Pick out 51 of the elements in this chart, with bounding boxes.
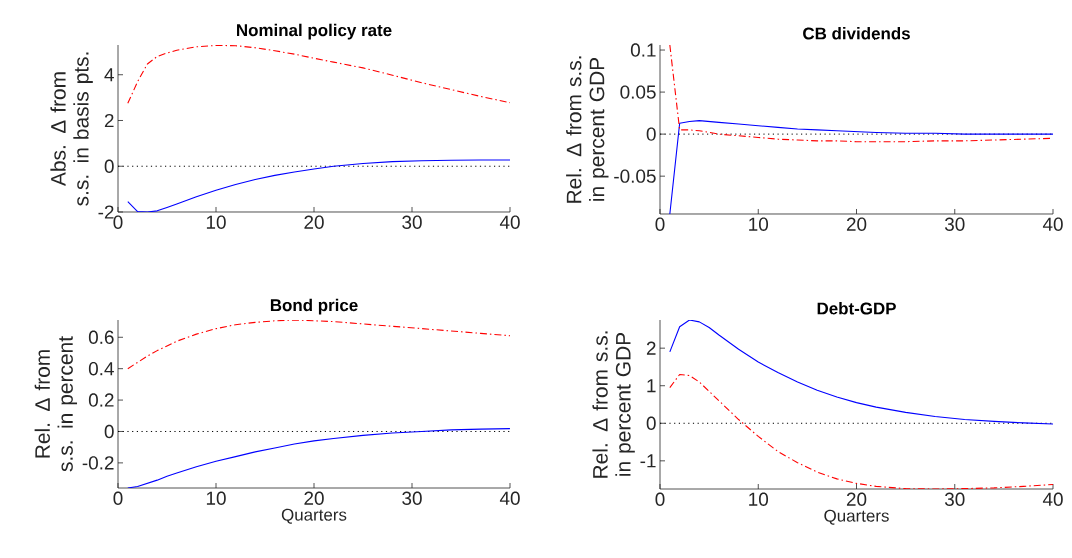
y-tick-label: -0.05: [614, 169, 656, 183]
x-tick-label: 40: [1042, 492, 1063, 506]
x-tick-label: 30: [402, 491, 422, 505]
y-tick-label: 0.2: [88, 393, 114, 407]
y-axis-title: Abs. Δ from s.s. in basis pts.: [50, 52, 93, 206]
chart-title: Debt-GDP: [817, 302, 896, 315]
x-axis-title: Quarters: [281, 508, 347, 524]
chart-title: Bond price: [270, 298, 358, 315]
x-tick-label: 40: [499, 215, 520, 229]
line-series: [127, 159, 510, 212]
y-axis-title: Rel. Δ from s.s. in percent GDP: [566, 56, 609, 203]
x-tick-label: 20: [846, 492, 867, 506]
x-axis-title: Quarters: [824, 509, 889, 525]
chart-title: Nominal policy rate: [237, 23, 392, 40]
y-tick-label: -2: [98, 205, 114, 219]
y-axis-title: Rel. Δ from s.s. in percent GDP: [592, 331, 635, 478]
x-tick-label: 20: [304, 491, 324, 505]
y-tick-label: -0.2: [82, 456, 114, 470]
x-tick-label: 20: [846, 217, 867, 231]
x-tick-label: 30: [944, 492, 965, 506]
y-tick-label: 0.4: [88, 361, 114, 376]
y-axis-title: Rel. Δ from s.s. in percent: [34, 336, 78, 472]
line-series: [127, 45, 510, 104]
y-tick-label: 0.6: [88, 330, 114, 344]
y-tick-label: 0: [646, 127, 656, 141]
y-tick-label: -1: [640, 454, 656, 468]
chart-title: CB dividends: [803, 27, 910, 40]
x-tick-label: 10: [206, 491, 226, 505]
line-series: [669, 373, 1054, 489]
x-tick-label: 0: [655, 217, 665, 231]
y-tick-label: 2: [104, 113, 114, 128]
y-tick-label: 0.05: [620, 85, 656, 99]
x-tick-label: 10: [206, 215, 226, 229]
x-tick-label: 30: [944, 217, 965, 231]
y-tick-label: 0.1: [630, 43, 656, 57]
y-tick-label: 0: [104, 159, 114, 173]
x-tick-label: 40: [499, 491, 520, 505]
y-tick-label: 0: [646, 416, 656, 430]
line-series: [669, 320, 1054, 425]
x-tick-label: 10: [749, 217, 769, 231]
x-tick-label: 20: [304, 215, 324, 229]
y-tick-label: 1: [647, 379, 656, 393]
y-tick-label: 0: [104, 424, 114, 439]
x-tick-label: 0: [113, 491, 123, 505]
y-tick-label: 4: [104, 68, 114, 82]
y-tick-label: 2: [646, 341, 656, 355]
x-tick-label: 0: [113, 215, 123, 229]
x-tick-label: 0: [655, 492, 665, 506]
x-tick-label: 40: [1042, 217, 1063, 231]
x-tick-label: 30: [402, 215, 422, 229]
x-tick-label: 10: [749, 492, 769, 506]
